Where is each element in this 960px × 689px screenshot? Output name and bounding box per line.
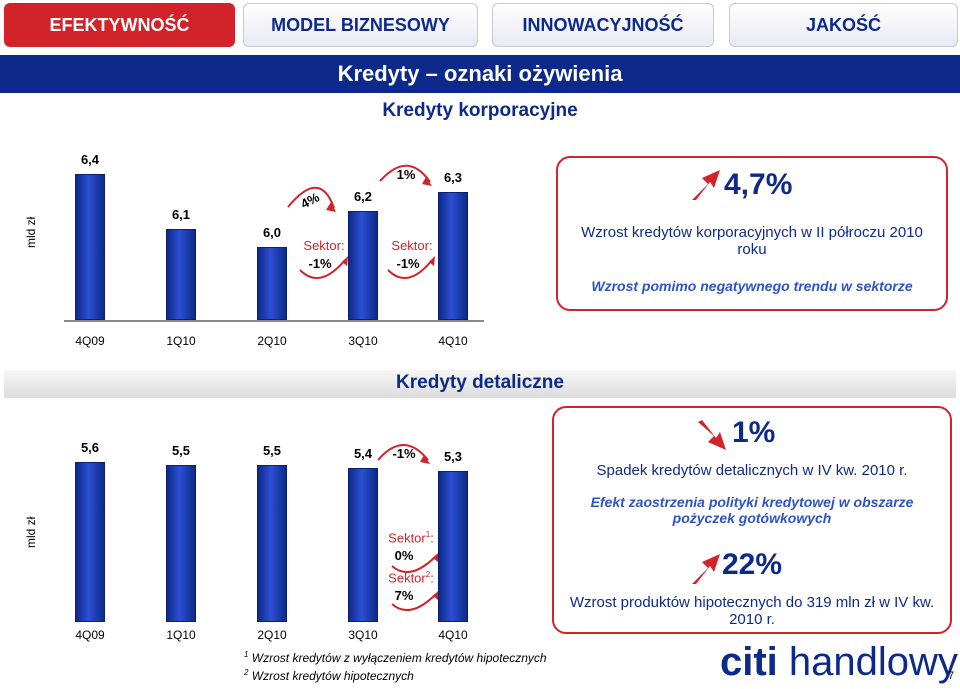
- x-tick-2-1Q10: 1Q10: [166, 628, 196, 642]
- bar-value-2-4Q09: 5,6: [80, 440, 100, 455]
- corporate-callout-value: 4,7%: [724, 168, 793, 201]
- retail-callout1-text: Spadek kredytów detalicznych w IV kw. 20…: [596, 462, 908, 479]
- retail-section-title: Kredyty detaliczne: [396, 372, 564, 393]
- bar-value-1-4Q09: 6,4: [80, 152, 100, 168]
- bar-1-1Q10: [166, 228, 196, 320]
- bar-value-2-3Q10: 5,4: [353, 445, 373, 461]
- bar-value-1-4Q10: 6,3: [443, 170, 463, 186]
- retail-sector-value-1: 0%: [394, 548, 414, 563]
- bar-1-4Q10: [438, 192, 468, 320]
- corporate-axis-band: [64, 320, 484, 322]
- tab-efektywnosc[interactable]: EFEKTYWNOŚĆ: [4, 3, 235, 47]
- bar-value-1-3Q10: 6,2: [353, 188, 373, 204]
- corporate-sector-value-1: -1%: [308, 256, 332, 271]
- retail-sector-value-2: 7%: [394, 588, 414, 603]
- corporate-callout-box: [556, 156, 948, 311]
- footnote-2: 2 Wzrost kredytów hipotecznych: [244, 668, 414, 683]
- retail-callout2-text: Wzrost produktów hipotecznych do 319 mln…: [569, 594, 935, 628]
- bar-2-4Q10: [438, 470, 468, 622]
- tab-innowacyjnosc[interactable]: INNOWACYJNOŚĆ: [492, 3, 714, 47]
- retail-callout1-italic: Efekt zaostrzenia polityki kredytowej w …: [590, 494, 914, 526]
- corporate-callout-italic: Wzrost pomimo negatywnego trendu w sekto…: [591, 278, 913, 294]
- x-tick-1-1Q10: 1Q10: [166, 334, 196, 348]
- bar-1-3Q10: [348, 210, 378, 320]
- corporate-callout-text: Wzrost kredytów korporacyjnych w II półr…: [581, 224, 923, 258]
- page-number: 7: [948, 670, 955, 682]
- footnote-1: 1 Wzrost kredytów z wyłączeniem kredytów…: [244, 650, 547, 665]
- x-tick-1-3Q10: 3Q10: [348, 334, 378, 348]
- arrow-down-icon: [698, 420, 726, 450]
- retail-callout2-value: 22%: [722, 548, 783, 581]
- corporate-sector-value-2: -1%: [396, 256, 420, 271]
- x-tick-1-2Q10: 2Q10: [257, 334, 287, 348]
- bar-value-2-4Q10: 5,3: [443, 448, 463, 464]
- corporate-section-title: Kredyty korporacyjne: [382, 100, 578, 121]
- bar-value-2-1Q10: 5,5: [171, 442, 191, 458]
- bar-1-4Q09: [75, 174, 105, 320]
- bar-2-1Q10: [166, 464, 196, 622]
- bar-value-2-2Q10: 5,5: [262, 442, 282, 458]
- retail-sector-label-1: Sektor1:: [388, 530, 434, 546]
- citi-handlowy-logo: citi handlowy: [720, 640, 958, 684]
- x-tick-2-2Q10: 2Q10: [257, 628, 287, 642]
- x-tick-2-3Q10: 3Q10: [348, 628, 378, 642]
- bar-value-1-1Q10: 6,1: [171, 206, 191, 222]
- x-tick-1-4Q09: 4Q09: [75, 334, 105, 348]
- bar-2-2Q10: [257, 464, 287, 622]
- tab-jakosc[interactable]: JAKOŚĆ: [729, 3, 958, 47]
- retail-sector-label-2: Sektor2:: [388, 570, 434, 586]
- bar-value-1-2Q10: 6,0: [262, 225, 282, 241]
- bar-2-3Q10: [348, 467, 378, 622]
- retail-growth: -1%: [392, 446, 416, 461]
- corporate-growth-2: 1%: [396, 167, 416, 182]
- page-title: Kredyty – oznaki ożywienia: [0, 55, 960, 93]
- x-tick-2-4Q09: 4Q09: [75, 628, 105, 642]
- bar-1-2Q10: [257, 247, 287, 320]
- bar-2-4Q09: [75, 462, 105, 622]
- x-tick-1-4Q10: 4Q10: [438, 334, 468, 348]
- arrow-up-icon: [692, 170, 720, 200]
- arrow-up-icon: [692, 554, 720, 584]
- retail-callout1-value: 1%: [732, 416, 776, 449]
- x-tick-2-4Q10: 4Q10: [438, 628, 468, 642]
- corporate-sector-label-1: Sektor:: [303, 238, 345, 253]
- retail-band: [4, 370, 956, 398]
- tab-model-biznesowy[interactable]: MODEL BIZNESOWY: [243, 3, 478, 47]
- retail-ylabel: mld zł: [24, 516, 38, 548]
- retail-callout-box: [552, 406, 952, 634]
- corporate-sector-label-2: Sektor:: [391, 238, 433, 253]
